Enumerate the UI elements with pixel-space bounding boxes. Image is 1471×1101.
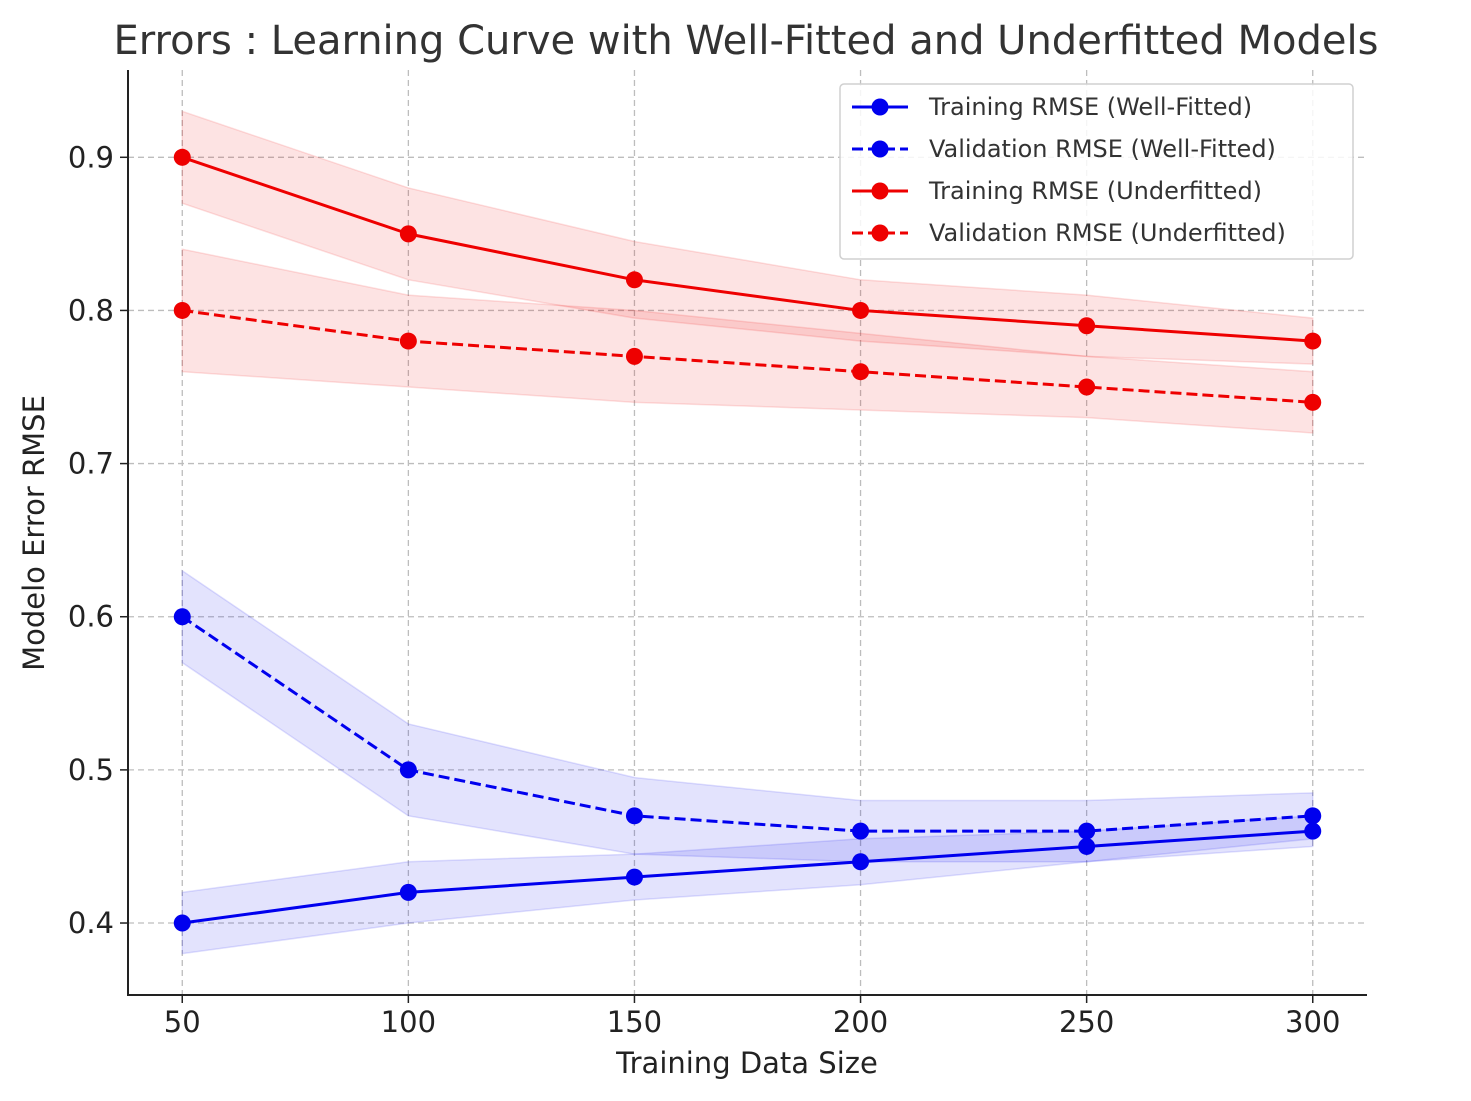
legend: Training RMSE (Well-Fitted) Validation RM…	[839, 83, 1354, 260]
y-tick-label: 0.4	[68, 906, 114, 940]
x-axis-label: Training Data Size	[615, 1046, 878, 1080]
validation-rmse-underfitted-point	[173, 301, 191, 319]
x-tick-label: 300	[1285, 1005, 1340, 1039]
series-markers	[173, 148, 1322, 932]
training-rmse-well-fitted-point	[1078, 837, 1096, 855]
y-tick-label: 0.5	[68, 753, 114, 787]
training-rmse-well-fitted-point	[173, 914, 191, 932]
validation-rmse-well-fitted-point	[399, 761, 417, 779]
y-tick-label: 0.6	[68, 600, 114, 634]
validation-rmse-well-fitted-point	[625, 807, 643, 825]
series-lines	[181, 155, 1313, 925]
training-rmse-well-fitted-line	[182, 829, 1313, 925]
x-tick-label: 200	[833, 1005, 888, 1039]
validation-rmse-underfitted-line	[182, 308, 1313, 404]
training-rmse-underfitted-point	[1304, 332, 1322, 350]
training-rmse-well-fitted-point	[1304, 822, 1322, 840]
y-tick-label: 0.9	[68, 140, 114, 174]
x-tick-label: 100	[381, 1005, 436, 1039]
y-tick-label: 0.8	[68, 293, 114, 327]
x-tick-label: 250	[1059, 1005, 1114, 1039]
validation-rmse-well-fitted-band	[181, 569, 1314, 863]
validation-rmse-underfitted-point	[1304, 393, 1322, 411]
validation-rmse-underfitted-point	[852, 363, 870, 381]
validation-rmse-well-fitted-line	[181, 615, 1313, 833]
validation-rmse-underfitted-point	[625, 347, 643, 365]
training-rmse-underfitted-point	[1078, 317, 1096, 335]
legend-marker-training-rmse-underfitted	[871, 182, 889, 200]
y-axis-label: Modelo Error RMSE	[17, 395, 51, 671]
legend-marker-validation-rmse-well-fitted	[871, 140, 889, 158]
legend-marker-training-rmse-well-fitted	[871, 98, 889, 116]
training-rmse-underfitted-point	[852, 301, 870, 319]
training-rmse-well-fitted-point	[852, 853, 870, 871]
x-tick-label: 50	[164, 1005, 201, 1039]
x-axis-ticks: 50 100 150 200 250 300	[164, 995, 1340, 1039]
validation-rmse-underfitted-band	[181, 248, 1314, 434]
training-rmse-underfitted-band	[181, 110, 1314, 365]
training-rmse-underfitted-line	[181, 155, 1313, 343]
validation-rmse-underfitted-point	[399, 332, 417, 350]
y-axis-ticks: 0.4 0.5 0.6 0.7 0.8 0.9	[68, 140, 128, 940]
x-tick-label: 150	[607, 1005, 662, 1039]
legend-marker-validation-rmse-underfitted	[871, 224, 889, 242]
training-rmse-well-fitted-point	[625, 868, 643, 886]
legend-label-training-rmse-underfitted: Training RMSE (Underfitted)	[928, 177, 1262, 205]
training-rmse-underfitted-point	[173, 148, 191, 166]
validation-rmse-well-fitted-point	[1078, 822, 1096, 840]
legend-box	[839, 83, 1354, 260]
training-rmse-underfitted-point	[399, 225, 417, 243]
legend-label-training-rmse-well-fitted: Training RMSE (Well-Fitted)	[928, 93, 1252, 121]
legend-label-validation-rmse-well-fitted: Validation RMSE (Well-Fitted)	[929, 135, 1276, 163]
validation-rmse-well-fitted-point	[173, 608, 191, 626]
y-tick-label: 0.7	[68, 447, 114, 481]
legend-label-validation-rmse-underfitted: Validation RMSE (Underfitted)	[929, 219, 1286, 247]
training-rmse-underfitted-point	[625, 271, 643, 289]
training-rmse-well-fitted-point	[399, 883, 417, 901]
validation-rmse-well-fitted-point	[852, 822, 870, 840]
validation-rmse-well-fitted-point	[1304, 807, 1322, 825]
validation-rmse-underfitted-point	[1078, 378, 1096, 396]
chart-title: Errors : Learning Curve with Well-Fitted…	[114, 18, 1379, 64]
